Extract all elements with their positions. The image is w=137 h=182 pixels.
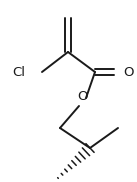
Text: O: O: [124, 66, 134, 78]
Text: Cl: Cl: [12, 66, 25, 78]
Text: O: O: [77, 90, 87, 104]
